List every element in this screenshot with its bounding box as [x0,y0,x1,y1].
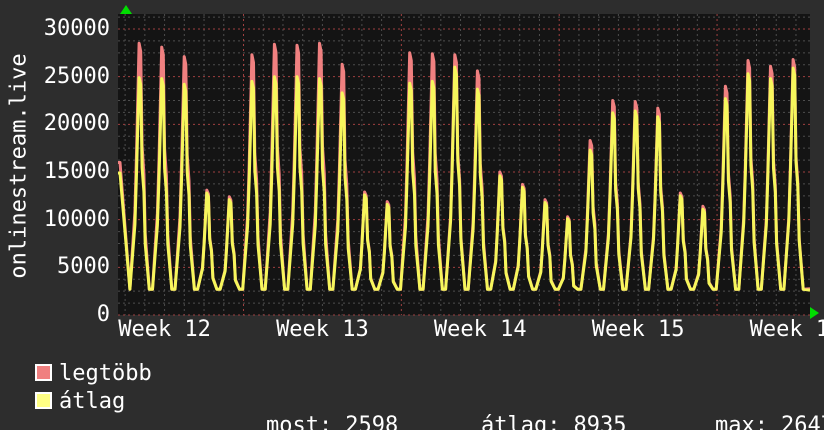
chart-canvas [118,5,819,319]
y-tick-label: 10000 [43,206,110,232]
y-tick-label: 5000 [57,254,110,280]
stat-max-value: 26478 [780,413,824,430]
stat-atlag-label: átlag: [480,413,561,430]
stat-most-value: 2598 [345,413,399,430]
x-tick-label: Week 12 [118,317,211,342]
y-tick-label: 20000 [43,111,110,137]
y-tick-label: 0 [96,302,110,327]
legend-swatch-atlag [35,392,52,409]
stat-max: max: 26478 [662,390,824,430]
series-line-atlag [118,65,810,292]
stat-atlag: átlag: 8935 [428,390,626,430]
stat-max-label: max: [714,413,768,430]
y-tick-label: 30000 [43,16,110,41]
x-tick-label: Week 13 [276,317,369,342]
y-tick-label: 25000 [43,63,110,89]
legend-label-atlag: átlag [59,389,126,414]
x-axis-arrow-icon [810,307,819,319]
y-tick-label: 15000 [43,159,110,184]
legend-label-legtobb: legtöbb [59,361,152,386]
x-tick-label: Week 16 [749,317,824,342]
x-tick-label: Week 14 [433,317,527,342]
legend-swatch-legtobb [35,364,52,381]
x-tick-label: Week 15 [591,317,685,342]
stat-most-label: most: [265,413,333,430]
y-axis-arrow-icon [120,5,132,14]
stat-atlag-value: 8935 [573,413,627,430]
stat-most: most: 2598 [213,390,398,430]
